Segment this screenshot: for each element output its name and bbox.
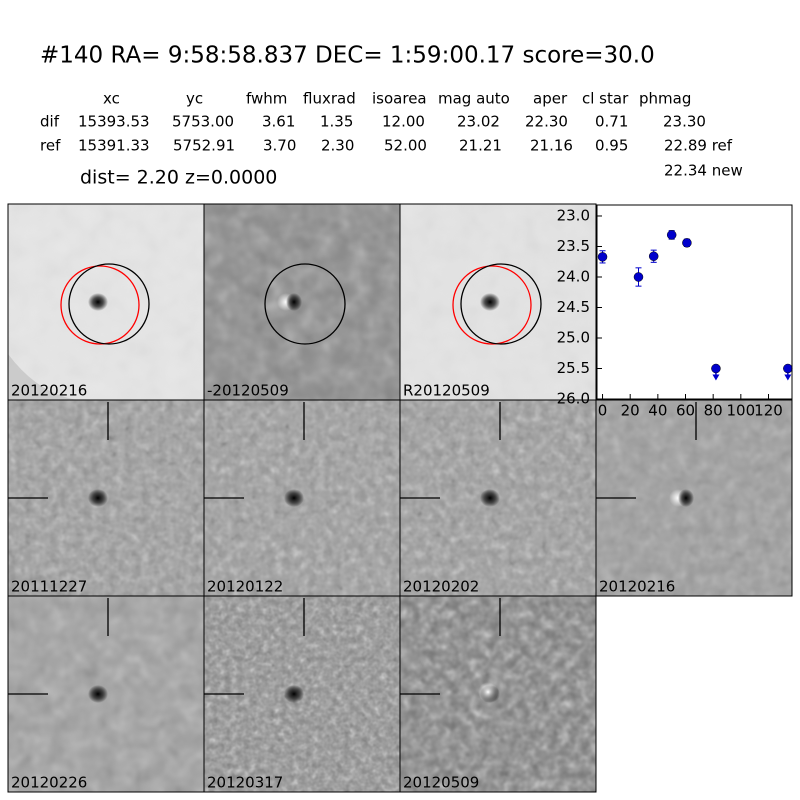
stamp-label: 20120317: [207, 774, 283, 792]
y-tick-label: 24.5: [557, 298, 590, 316]
x-tick-label: 60: [676, 402, 695, 420]
phmag-new: 22.34 new: [664, 162, 743, 180]
table-cell: 3.70: [263, 137, 296, 155]
point: [783, 363, 793, 374]
stamp-border: [399, 595, 597, 793]
stamp-label: 20120226: [11, 774, 87, 792]
stamp: 20120317: [203, 595, 401, 793]
column-header: aper: [533, 90, 568, 108]
x-tick-label: 120: [754, 402, 783, 420]
table-cell: 12.00: [382, 113, 425, 131]
table-cell: 15393.53: [78, 113, 150, 131]
stamp-label: -20120509: [207, 382, 289, 400]
table-cell: 0.95: [595, 137, 628, 155]
row-label: ref: [40, 137, 61, 155]
point: [666, 230, 677, 240]
point: [682, 238, 692, 248]
y-tick-label: 23.0: [557, 206, 590, 224]
point: [633, 272, 644, 282]
x-tick-label: 20: [621, 402, 640, 420]
limit-arrowhead: [712, 374, 720, 381]
source: [88, 293, 108, 311]
source: [88, 685, 108, 703]
table-cell: 1.35: [320, 113, 353, 131]
stamp: 20120202: [399, 399, 597, 597]
row-label: dif: [40, 113, 60, 131]
stamp: -20120509: [203, 203, 401, 401]
y-tick-label: 24.0: [557, 267, 590, 285]
point: [711, 363, 721, 374]
table-cell: 22.30: [525, 113, 568, 131]
stamp-label: 20120216: [11, 382, 87, 400]
limit-arrowhead: [784, 374, 792, 381]
table-cell: 5752.91: [173, 137, 235, 155]
table-cell: 23.02: [457, 113, 500, 131]
plot-bg: [597, 205, 792, 399]
source: [284, 489, 304, 507]
stamp: 20120226: [7, 595, 205, 793]
table-cell: 5753.00: [172, 113, 234, 131]
stamp: 20111227: [7, 399, 205, 597]
aperture-circle: [264, 263, 346, 345]
stamp-label: 20120509: [403, 774, 479, 792]
table-cell: 3.61: [262, 113, 295, 131]
white-blob: [478, 682, 498, 702]
column-header: fluxrad: [303, 90, 356, 108]
shade: [8, 354, 78, 400]
y-tick-label: 23.5: [557, 237, 590, 255]
stamp-label: 20111227: [11, 578, 87, 596]
plot-frame: [596, 204, 793, 400]
table-cell: 21.21: [459, 137, 502, 155]
aperture-circle: [460, 263, 542, 345]
x-tick-label: 0: [598, 402, 608, 420]
table-cell: 23.30: [663, 113, 706, 131]
x-tick-label: 40: [648, 402, 667, 420]
stamp: R20120509: [399, 203, 597, 401]
column-header: mag auto: [438, 90, 510, 108]
x-tick-label: 100: [727, 402, 756, 420]
table-cell: 2.30: [321, 137, 354, 155]
stamp: 20120216: [7, 203, 205, 401]
table-cell: 21.16: [530, 137, 573, 155]
source: [480, 293, 500, 311]
y-tick-label: 26.0: [557, 390, 590, 408]
column-header: cl star: [582, 90, 629, 108]
x-tick-label: 80: [704, 402, 723, 420]
table-cell: 0.71: [595, 113, 628, 131]
column-header: yc: [186, 90, 203, 108]
stamp-label: 20120216: [599, 578, 675, 596]
table-cell: 15391.33: [78, 137, 150, 155]
stamp-label: R20120509: [403, 382, 490, 400]
stamp: 20120509: [399, 595, 597, 793]
stamp-label: 20120122: [207, 578, 283, 596]
ref-circle: [60, 265, 140, 345]
point: [648, 251, 659, 261]
source: [284, 685, 304, 703]
column-header: fwhm: [246, 90, 287, 108]
table-cell: 52.00: [384, 137, 427, 155]
y-tick-label: 25.5: [557, 359, 590, 377]
stamp: 20120122: [203, 399, 401, 597]
source: [480, 489, 500, 507]
point: [597, 252, 608, 262]
column-header: phmag: [639, 90, 691, 108]
table-cell: 22.89 ref: [664, 137, 733, 155]
column-header: xc: [103, 90, 120, 108]
info: dist= 2.20 z=0.0000: [80, 167, 277, 189]
column-header: isoarea: [372, 90, 427, 108]
aperture-circle: [68, 263, 150, 345]
ref-circle: [452, 265, 532, 345]
source: [286, 293, 302, 311]
source: [678, 489, 694, 507]
stamp-label: 20120202: [403, 578, 479, 596]
source: [88, 489, 108, 507]
stamp-border: [595, 399, 793, 597]
title: #140 RA= 9:58:58.837 DEC= 1:59:00.17 sco…: [40, 43, 655, 69]
y-tick-label: 25.0: [557, 328, 590, 346]
stamp: 20120216: [595, 399, 793, 597]
